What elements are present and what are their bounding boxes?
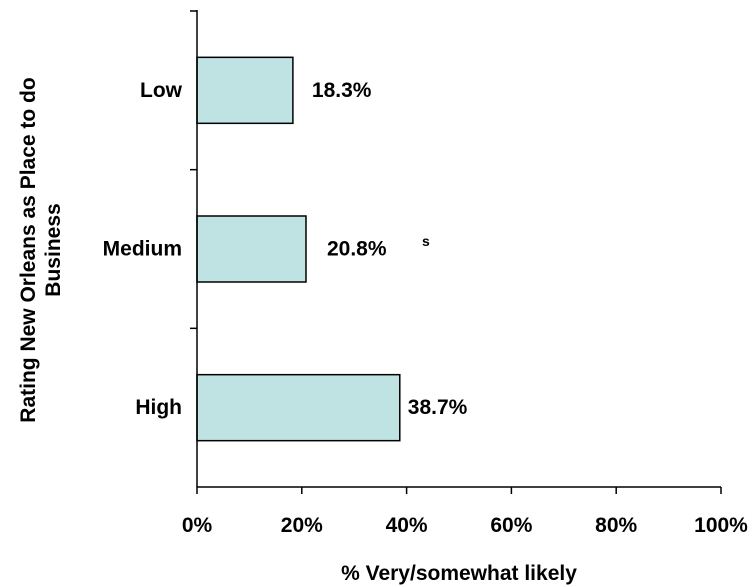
data-label-medium: 20.8%	[327, 238, 387, 261]
category-label-high: High	[135, 396, 182, 419]
x-tick-label: 100%	[694, 514, 748, 537]
labels-layer: 0% 20% 40% 60% 80% 100% Low 18.3% Medium 20.8% Hig…	[103, 79, 749, 537]
data-label-high: 38.7%	[408, 396, 468, 419]
x-tick-label: 20%	[281, 514, 323, 537]
bars-layer	[196, 56, 401, 442]
y-axis-title-text: Rating New Orleans as Place to doBusines…	[17, 77, 65, 422]
annotation-medium: s	[422, 233, 430, 249]
y-axis-title: Rating New Orleans as Place to doBusines…	[17, 77, 65, 422]
data-label-low: 18.3%	[312, 79, 372, 102]
x-tick-label: 80%	[595, 514, 637, 537]
bar-low	[196, 56, 294, 125]
bar-medium	[196, 215, 307, 283]
x-axis-title: % Very/somewhat likely	[341, 562, 577, 585]
ticks-layer	[190, 10, 722, 494]
x-tick-label: 0%	[182, 514, 213, 537]
x-tick-label: 40%	[386, 514, 428, 537]
bar-high	[196, 373, 401, 442]
category-label-medium: Medium	[103, 238, 182, 261]
axes-layer	[196, 10, 721, 488]
category-label-low: Low	[140, 79, 183, 102]
x-tick-label: 60%	[490, 514, 532, 537]
